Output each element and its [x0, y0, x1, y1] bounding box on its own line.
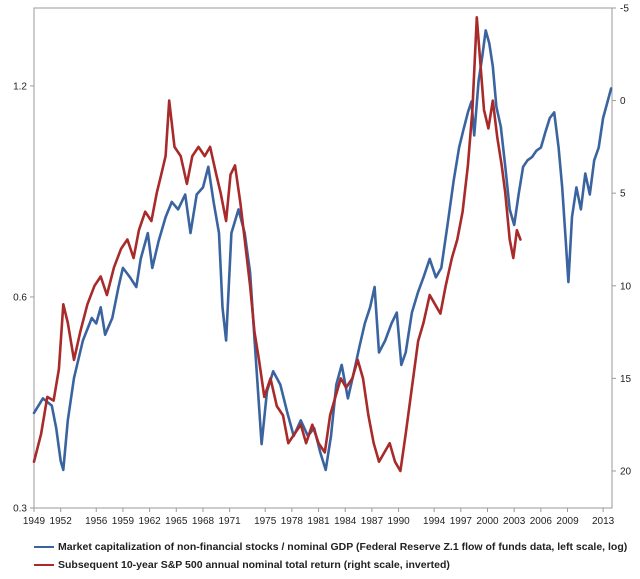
x-tick-label: 1952: [50, 516, 73, 527]
x-tick-label: 1990: [387, 516, 410, 527]
legend-label-sp500-return: Subsequent 10-year S&P 500 annual nomina…: [58, 559, 450, 571]
plot-frame: [33, 7, 613, 509]
x-tick-label: 1968: [192, 516, 215, 527]
right-tick-label: 10: [620, 281, 632, 292]
left-tick-label: 0.3: [13, 504, 27, 515]
right-tick-label: 5: [620, 189, 626, 200]
series-lines: [32, 16, 613, 473]
x-tick-label: 1997: [450, 516, 473, 527]
right-tick-label: 20: [620, 466, 632, 477]
left-tick-label: 1.2: [13, 81, 27, 92]
x-tick-label: 1975: [254, 516, 277, 527]
right-tick-label: 15: [620, 374, 632, 385]
legend-swatch-blue: [34, 546, 54, 548]
x-tick-label: 2009: [556, 516, 579, 527]
right-tick-label: -5: [620, 4, 629, 15]
plot-border: [33, 7, 613, 509]
x-tick-label: 1987: [361, 516, 384, 527]
x-tick-label: 1965: [165, 516, 188, 527]
x-axis-ticks: 1949 1952 1956 1959 1962 1965 1968 1971 1975 1978…: [23, 508, 615, 527]
legend-entry-sp500-return: Subsequent 10-year S&P 500 annual nomina…: [34, 556, 634, 574]
x-tick-label: 1956: [85, 516, 108, 527]
right-tick-label: 0: [620, 96, 626, 107]
x-tick-label: 2013: [592, 516, 615, 527]
x-tick-label: 1984: [334, 516, 357, 527]
legend-entry-market-cap: Market capitalization of non-financial s…: [34, 538, 634, 556]
x-tick-label: 1971: [219, 516, 242, 527]
x-tick-label: 1962: [138, 516, 161, 527]
series-line-market-cap: [32, 29, 613, 472]
x-tick-label: 1994: [423, 516, 446, 527]
x-tick-label: 1949: [23, 516, 46, 527]
left-tick-label: 0.6: [13, 292, 27, 303]
left-axis-ticks: 0.3 0.6 1.2: [13, 81, 34, 515]
legend-swatch-red: [34, 564, 54, 566]
x-tick-label: 1978: [281, 516, 304, 527]
right-axis-ticks: -5 0 5 10 15 20: [612, 4, 632, 477]
x-tick-label: 2003: [503, 516, 526, 527]
series-line-sp500-return: [32, 16, 522, 473]
legend: Market capitalization of non-financial s…: [34, 538, 634, 574]
x-tick-label: 2006: [530, 516, 553, 527]
x-tick-label: 1959: [112, 516, 135, 527]
x-tick-label: 2000: [476, 516, 499, 527]
legend-label-market-cap: Market capitalization of non-financial s…: [58, 541, 628, 553]
x-tick-label: 1981: [307, 516, 330, 527]
